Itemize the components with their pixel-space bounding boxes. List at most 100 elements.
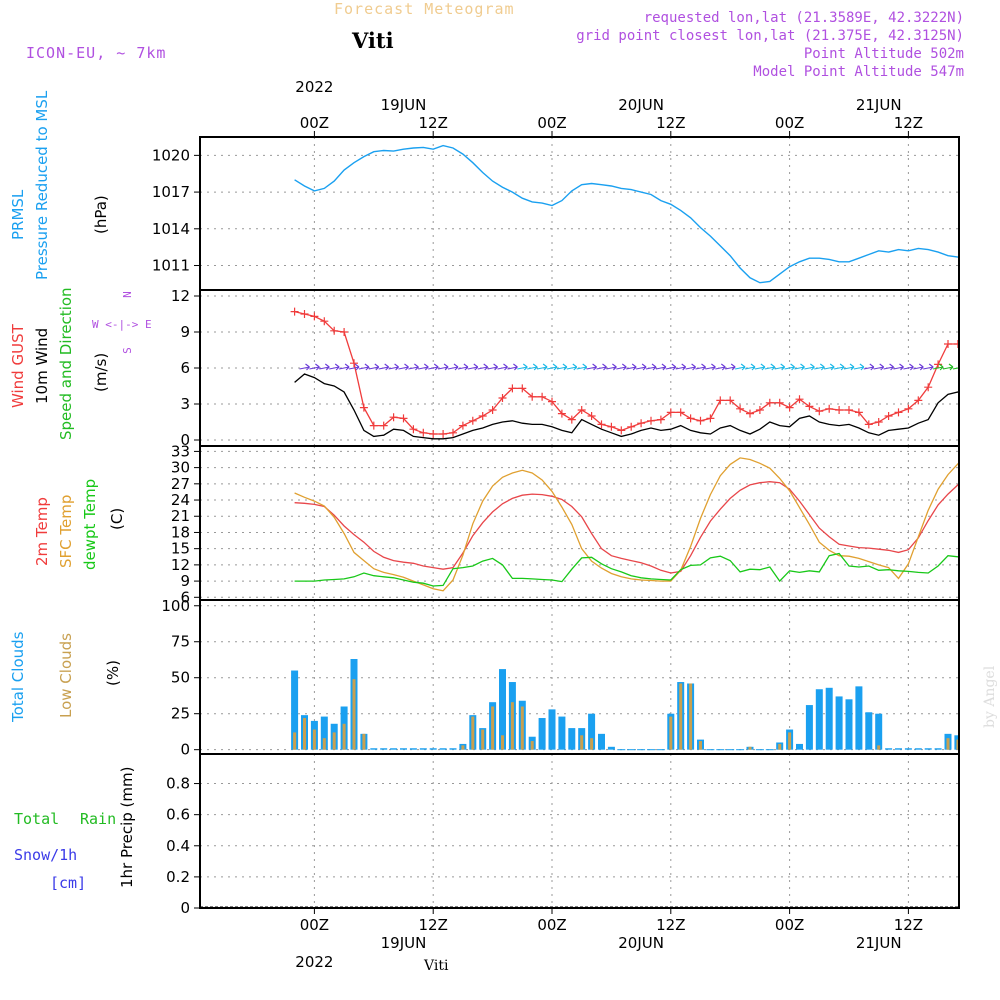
low-cloud-bar bbox=[481, 729, 485, 750]
total-cloud-bar bbox=[984, 734, 991, 750]
top-tick-label: 00Z bbox=[537, 114, 566, 132]
wind-direction-arrow bbox=[942, 363, 954, 371]
gust-marker bbox=[637, 419, 646, 428]
wind-direction-arrow bbox=[408, 363, 419, 371]
low-cloud-bar bbox=[748, 746, 752, 750]
wind-direction-arrow bbox=[536, 363, 548, 371]
point-altitude: Point Altitude 502m bbox=[803, 46, 964, 62]
total-cloud-bar bbox=[815, 689, 823, 750]
y-tick-label: 0.8 bbox=[166, 775, 190, 793]
gust-marker bbox=[964, 293, 972, 301]
bottom-date-label: 21JUN bbox=[856, 934, 902, 952]
low-cloud-bar bbox=[362, 733, 366, 750]
total-cloud-bar bbox=[934, 748, 942, 750]
gust-marker bbox=[508, 384, 517, 393]
gust-marker bbox=[676, 408, 685, 417]
y-tick-label: 1011 bbox=[152, 257, 190, 275]
gust-marker bbox=[379, 421, 388, 430]
wind-direction-arrow bbox=[467, 363, 479, 371]
wind-direction-arrow bbox=[685, 363, 696, 371]
total-cloud-bar bbox=[320, 716, 328, 750]
gust-marker bbox=[924, 383, 933, 392]
wind-direction-arrow bbox=[527, 363, 538, 371]
bottom-date-label: 20JUN bbox=[618, 934, 664, 952]
y-tick-label: 75 bbox=[171, 633, 190, 651]
gust-marker bbox=[854, 408, 863, 417]
compass-we: W <-|-> E bbox=[92, 318, 152, 331]
y-tick-label: 27 bbox=[171, 475, 190, 493]
wind-direction-arrow bbox=[883, 363, 894, 371]
wind-direction-arrow bbox=[784, 363, 795, 371]
wind-direction-arrow bbox=[843, 363, 855, 371]
low-cloud-bar bbox=[461, 745, 465, 750]
wind-direction-arrow bbox=[329, 363, 340, 371]
y-tick-label: 25 bbox=[171, 705, 190, 723]
total-cloud-bar bbox=[409, 748, 417, 750]
wind-direction-arrow bbox=[556, 363, 568, 371]
wind-direction-arrow bbox=[358, 363, 370, 371]
y-tick-label: 9 bbox=[180, 323, 190, 341]
bottom-year-label: 2022 bbox=[295, 953, 333, 971]
gust-marker bbox=[953, 340, 959, 348]
temp-2m-line bbox=[294, 481, 959, 574]
gust-marker bbox=[864, 420, 873, 429]
y-tick-label: 33 bbox=[171, 442, 190, 460]
wind-direction-arrow bbox=[398, 363, 409, 371]
low-cloud-bar bbox=[491, 706, 495, 750]
gridpoint-coords: grid point closest lon,lat (21.375E, 42.… bbox=[576, 28, 964, 44]
chart-title: Forecast Meteogram bbox=[334, 0, 515, 18]
gust-marker bbox=[389, 413, 398, 422]
top-tick-label: 00Z bbox=[300, 114, 329, 132]
gust-marker bbox=[548, 397, 556, 406]
y-tick-label: 0 bbox=[180, 899, 190, 917]
wind-direction-arrow bbox=[616, 363, 627, 371]
total-cloud-bar bbox=[400, 748, 407, 750]
gust-marker bbox=[815, 407, 824, 416]
wind-direction-arrow bbox=[497, 363, 508, 371]
y-tick-label: 6 bbox=[180, 588, 190, 606]
wind-direction-arrow bbox=[319, 363, 330, 371]
wind-direction-arrow bbox=[993, 364, 1000, 370]
top-date-label: 19JUN bbox=[381, 96, 427, 114]
pressure-line bbox=[294, 144, 959, 284]
low-cloud-bar bbox=[342, 723, 346, 750]
low-cloud-bar bbox=[530, 741, 534, 750]
wind-direction-arrow bbox=[824, 363, 835, 371]
wind-direction-arrow bbox=[983, 364, 993, 370]
top-year-label: 2022 bbox=[295, 78, 333, 96]
gust-marker bbox=[528, 392, 537, 401]
low-cloud-bar bbox=[590, 738, 594, 750]
gust-marker bbox=[350, 359, 358, 368]
gust-marker bbox=[587, 412, 596, 420]
gust-marker bbox=[934, 360, 943, 369]
total-cloud-bar bbox=[904, 748, 912, 750]
gust-line bbox=[294, 310, 959, 435]
gust-marker bbox=[805, 402, 814, 411]
wind-direction-arrow bbox=[546, 363, 558, 371]
total-cloud-bar bbox=[994, 683, 1000, 749]
wind-direction-arrow bbox=[973, 364, 983, 370]
total-cloud-bar bbox=[796, 743, 803, 750]
low-cloud-bar bbox=[520, 706, 524, 750]
total-rain-label-rain: Rain bbox=[80, 810, 117, 828]
y-tick-label: 1014 bbox=[152, 220, 190, 238]
low-cloud-bar bbox=[788, 732, 792, 750]
wind-direction-arrow bbox=[566, 363, 578, 371]
total-cloud-bar bbox=[558, 716, 566, 750]
gust-marker bbox=[944, 340, 952, 348]
top-tick-label: 12Z bbox=[656, 114, 685, 132]
gust-marker bbox=[884, 412, 893, 420]
gust-marker bbox=[894, 408, 903, 417]
y-tick-label: 30 bbox=[171, 459, 190, 477]
gust-marker bbox=[984, 300, 992, 308]
low-cloud-bar bbox=[956, 739, 959, 750]
temp-sfc-line bbox=[294, 457, 959, 592]
bottom-tick-label: 12Z bbox=[419, 916, 448, 934]
snow-label: Snow/1h bbox=[14, 846, 78, 864]
gust-marker bbox=[498, 394, 507, 402]
wind-direction-arrow bbox=[626, 363, 637, 371]
gust-marker bbox=[666, 408, 675, 417]
y-tick-label: 9 bbox=[180, 572, 190, 590]
wind-direction-arrow bbox=[388, 363, 399, 371]
gust-marker bbox=[290, 307, 299, 316]
